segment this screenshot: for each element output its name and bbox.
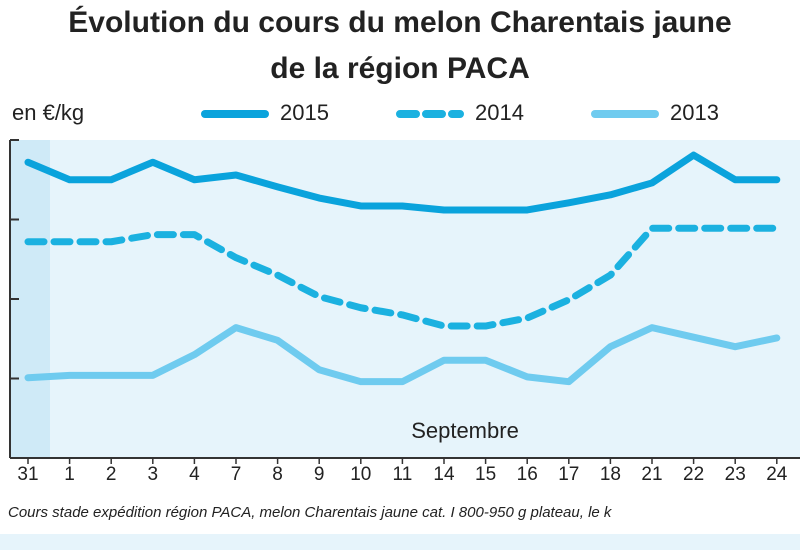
x-tick-label: 17 xyxy=(558,464,579,485)
x-tick-label: 2 xyxy=(106,464,117,485)
x-tick-label: 8 xyxy=(272,464,283,485)
x-tick-label: 11 xyxy=(393,464,413,485)
x-tick-label: 31 xyxy=(17,464,38,485)
bottom-band xyxy=(0,534,800,550)
x-tick-label: 16 xyxy=(517,464,538,485)
x-tick-label: 24 xyxy=(766,464,788,485)
x-tick-label: 7 xyxy=(231,464,242,485)
x-tick-label: 15 xyxy=(475,464,496,485)
legend-label: 2013 xyxy=(670,100,719,125)
x-tick-label: 22 xyxy=(683,464,704,485)
x-tick-label: 3 xyxy=(148,464,159,485)
x-tick-label: 9 xyxy=(314,464,325,485)
series-line xyxy=(24,151,781,214)
legend-label: 2014 xyxy=(475,100,524,125)
x-tick-label: 21 xyxy=(641,464,662,485)
x-tick-label: 10 xyxy=(350,464,371,485)
series-line xyxy=(24,324,781,386)
plot-background xyxy=(10,140,800,458)
x-tick-label: 18 xyxy=(600,464,621,485)
series-line xyxy=(24,224,781,330)
annotation: Septembre xyxy=(411,418,519,443)
y-axis-label: en €/kg xyxy=(12,100,84,125)
x-tick-label: 14 xyxy=(433,464,455,485)
chart-title: Évolution du cours du melon Charentais j… xyxy=(68,5,731,39)
x-tick-label: 1 xyxy=(64,464,75,485)
footnote: Cours stade expédition région PACA, melo… xyxy=(8,504,613,521)
x-tick-label: 4 xyxy=(189,464,200,485)
x-tick-label: 23 xyxy=(725,464,746,485)
legend-label: 2015 xyxy=(280,100,329,125)
chart-title: de la région PACA xyxy=(270,52,529,85)
